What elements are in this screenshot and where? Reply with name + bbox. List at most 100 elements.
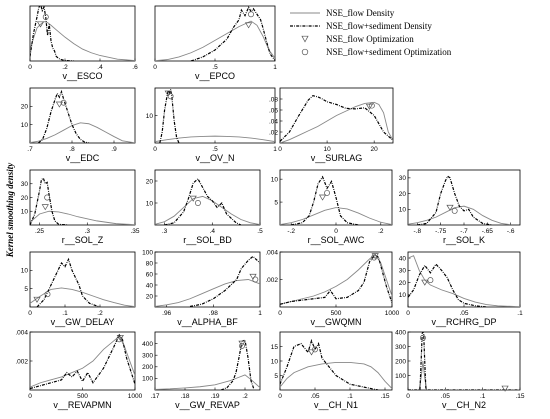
x-tick-label: -.7 xyxy=(460,228,468,235)
x-tick-label: 0 xyxy=(28,393,32,400)
legend-label: NSE_flow Optimization xyxy=(326,34,414,44)
x-tick-label: .4 xyxy=(210,228,216,235)
nse-flow-sediment-optimization-marker xyxy=(44,194,51,201)
legend-entry: NSE_flow+sediment Density xyxy=(290,21,432,31)
y-tick-label: 30 xyxy=(21,181,29,188)
series-nse-flow-density xyxy=(408,205,511,225)
x-tick-label: 20 xyxy=(371,146,379,153)
nse-flow-sediment-optimization-marker xyxy=(60,99,67,106)
series-nse-flow-sediment-density xyxy=(408,332,520,390)
x-axis-label: v__CH_N2 xyxy=(442,400,486,410)
x-axis-label: v__SURLAG xyxy=(311,153,363,163)
y-tick-label: 20 xyxy=(21,195,29,202)
series-nse-flow-sediment-density xyxy=(30,177,69,225)
nse-flow-optimization-marker xyxy=(36,21,45,28)
series-nse-flow-density xyxy=(408,255,520,307)
y-tick-label: .04 xyxy=(269,118,278,125)
nse-flow-sediment-optimization-marker xyxy=(248,11,254,18)
y-tick-label: 300 xyxy=(142,353,153,360)
series-nse-flow-density xyxy=(280,362,392,389)
series-nse-flow-sediment-density xyxy=(408,263,487,307)
x-axis-label: v__EPCO xyxy=(195,71,235,81)
y-tick-label: .004 xyxy=(15,329,28,336)
y-tick-label: .02 xyxy=(269,129,278,136)
x-tick-label: 1000 xyxy=(128,393,143,400)
series-nse-flow-density xyxy=(155,374,260,390)
y-tick-label: 40 xyxy=(146,282,154,289)
x-tick-label: .25 xyxy=(35,228,44,235)
y-tick-label: 5 xyxy=(274,373,278,380)
x-tick-label: 0 xyxy=(406,310,410,317)
x-axis-label: r__SOL_K xyxy=(443,235,485,245)
y-tick-label: 40 xyxy=(399,255,407,262)
panel-r-sol-awc: -.2 0 .2 5 10 r__SOL_AWC xyxy=(271,169,393,245)
series-nse-flow-density xyxy=(30,21,135,61)
x-tick-label: -.6 xyxy=(507,228,515,235)
x-tick-label: .4 xyxy=(97,64,103,71)
panel-v-esco: 0 .2 .4 .6 v__ESCO xyxy=(28,5,138,81)
series-nse-flow-density xyxy=(408,360,520,390)
panel-frame xyxy=(407,169,521,226)
nse-flow-sediment-optimization-marker xyxy=(195,200,201,206)
x-tick-label: 1000 xyxy=(385,310,400,317)
y-tick-label: 30 xyxy=(399,175,407,182)
x-tick-label: -.65 xyxy=(482,228,494,235)
y-tick-label: 20 xyxy=(146,178,154,185)
legend-entry: NSE_flow+sediment Optimization xyxy=(301,47,452,57)
x-tick-label: .35 xyxy=(130,228,139,235)
x-tick-label: .98 xyxy=(209,310,218,317)
x-tick-label: 10 xyxy=(323,146,331,153)
series-nse-flow-density xyxy=(155,20,275,61)
y-tick-label: 10 xyxy=(146,113,154,120)
x-axis-label: v__ALPHA_BF xyxy=(177,317,238,327)
x-tick-label: 0 xyxy=(153,64,157,71)
series-nse-flow-density xyxy=(280,207,392,225)
nse-flow-optimization-marker xyxy=(307,349,316,356)
series-nse-flow-sediment-density xyxy=(280,338,379,390)
nse-flow-sediment-optimization-marker xyxy=(312,346,318,353)
nse-flow-sediment-optimization-marker xyxy=(116,336,123,343)
series-nse-flow-density xyxy=(30,335,135,388)
x-axis-label: r__SOL_AWC xyxy=(308,235,365,245)
nse-flow-sediment-optimization-marker xyxy=(42,14,49,20)
y-axis-label: Kernel smoothing density xyxy=(5,162,15,259)
panel-v-ch-n2: 0 .05 .1 .15 100 200 300 400 v__CH_N2 xyxy=(395,329,525,410)
y-tick-label: 10 xyxy=(399,292,407,299)
nse-flow-optimization-marker xyxy=(446,204,454,211)
panel-frame xyxy=(29,87,136,144)
series-nse-flow-sediment-density xyxy=(220,339,255,390)
y-tick-label: 400 xyxy=(142,341,153,348)
x-tick-label: 0 xyxy=(278,393,282,400)
x-axis-label: v__GWQMN xyxy=(310,317,361,327)
y-tick-label: 300 xyxy=(395,344,406,351)
y-tick-label: 100 xyxy=(142,249,153,256)
nse-flow-sediment-optimization-marker xyxy=(371,254,378,261)
legend-label: NSE_flow Density xyxy=(326,8,395,18)
panel-v-ov-n: 0 .5 1 10 v__OV_N xyxy=(146,87,277,163)
y-tick-label: 10 xyxy=(271,176,279,183)
x-tick-label: .15 xyxy=(515,393,524,400)
x-tick-label: 1 xyxy=(258,310,262,317)
x-tick-label: .1 xyxy=(347,393,353,400)
panel-frame xyxy=(29,251,136,308)
x-tick-label: 0 xyxy=(28,64,32,71)
series-nse-flow-sediment-density xyxy=(291,175,359,225)
x-tick-label: .19 xyxy=(210,393,219,400)
y-tick-label: 20 xyxy=(399,191,407,198)
nse-flow-optimization-marker xyxy=(244,22,253,29)
x-axis-label: v__EDC xyxy=(66,153,100,163)
panel-frame xyxy=(154,169,261,226)
x-tick-label: 1 xyxy=(273,146,277,153)
nse-flow-sediment-optimization-marker xyxy=(368,102,375,109)
x-tick-label: 0 xyxy=(278,146,282,153)
panel-v-gw-revap: .17 .18 .19 .2 100 200 300 400 v__GW_REVAP xyxy=(142,331,261,410)
x-tick-label: .2 xyxy=(378,228,384,235)
x-axis-label: r__SOL_Z xyxy=(62,235,104,245)
x-axis-label: v__REVAPMN xyxy=(53,400,111,410)
series-nse-flow-sediment-density xyxy=(280,95,393,142)
x-tick-label: .05 xyxy=(459,310,468,317)
x-axis-label: v__ESCO xyxy=(62,71,102,81)
y-tick-label: 100 xyxy=(395,373,406,380)
x-tick-label: .15 xyxy=(380,393,389,400)
